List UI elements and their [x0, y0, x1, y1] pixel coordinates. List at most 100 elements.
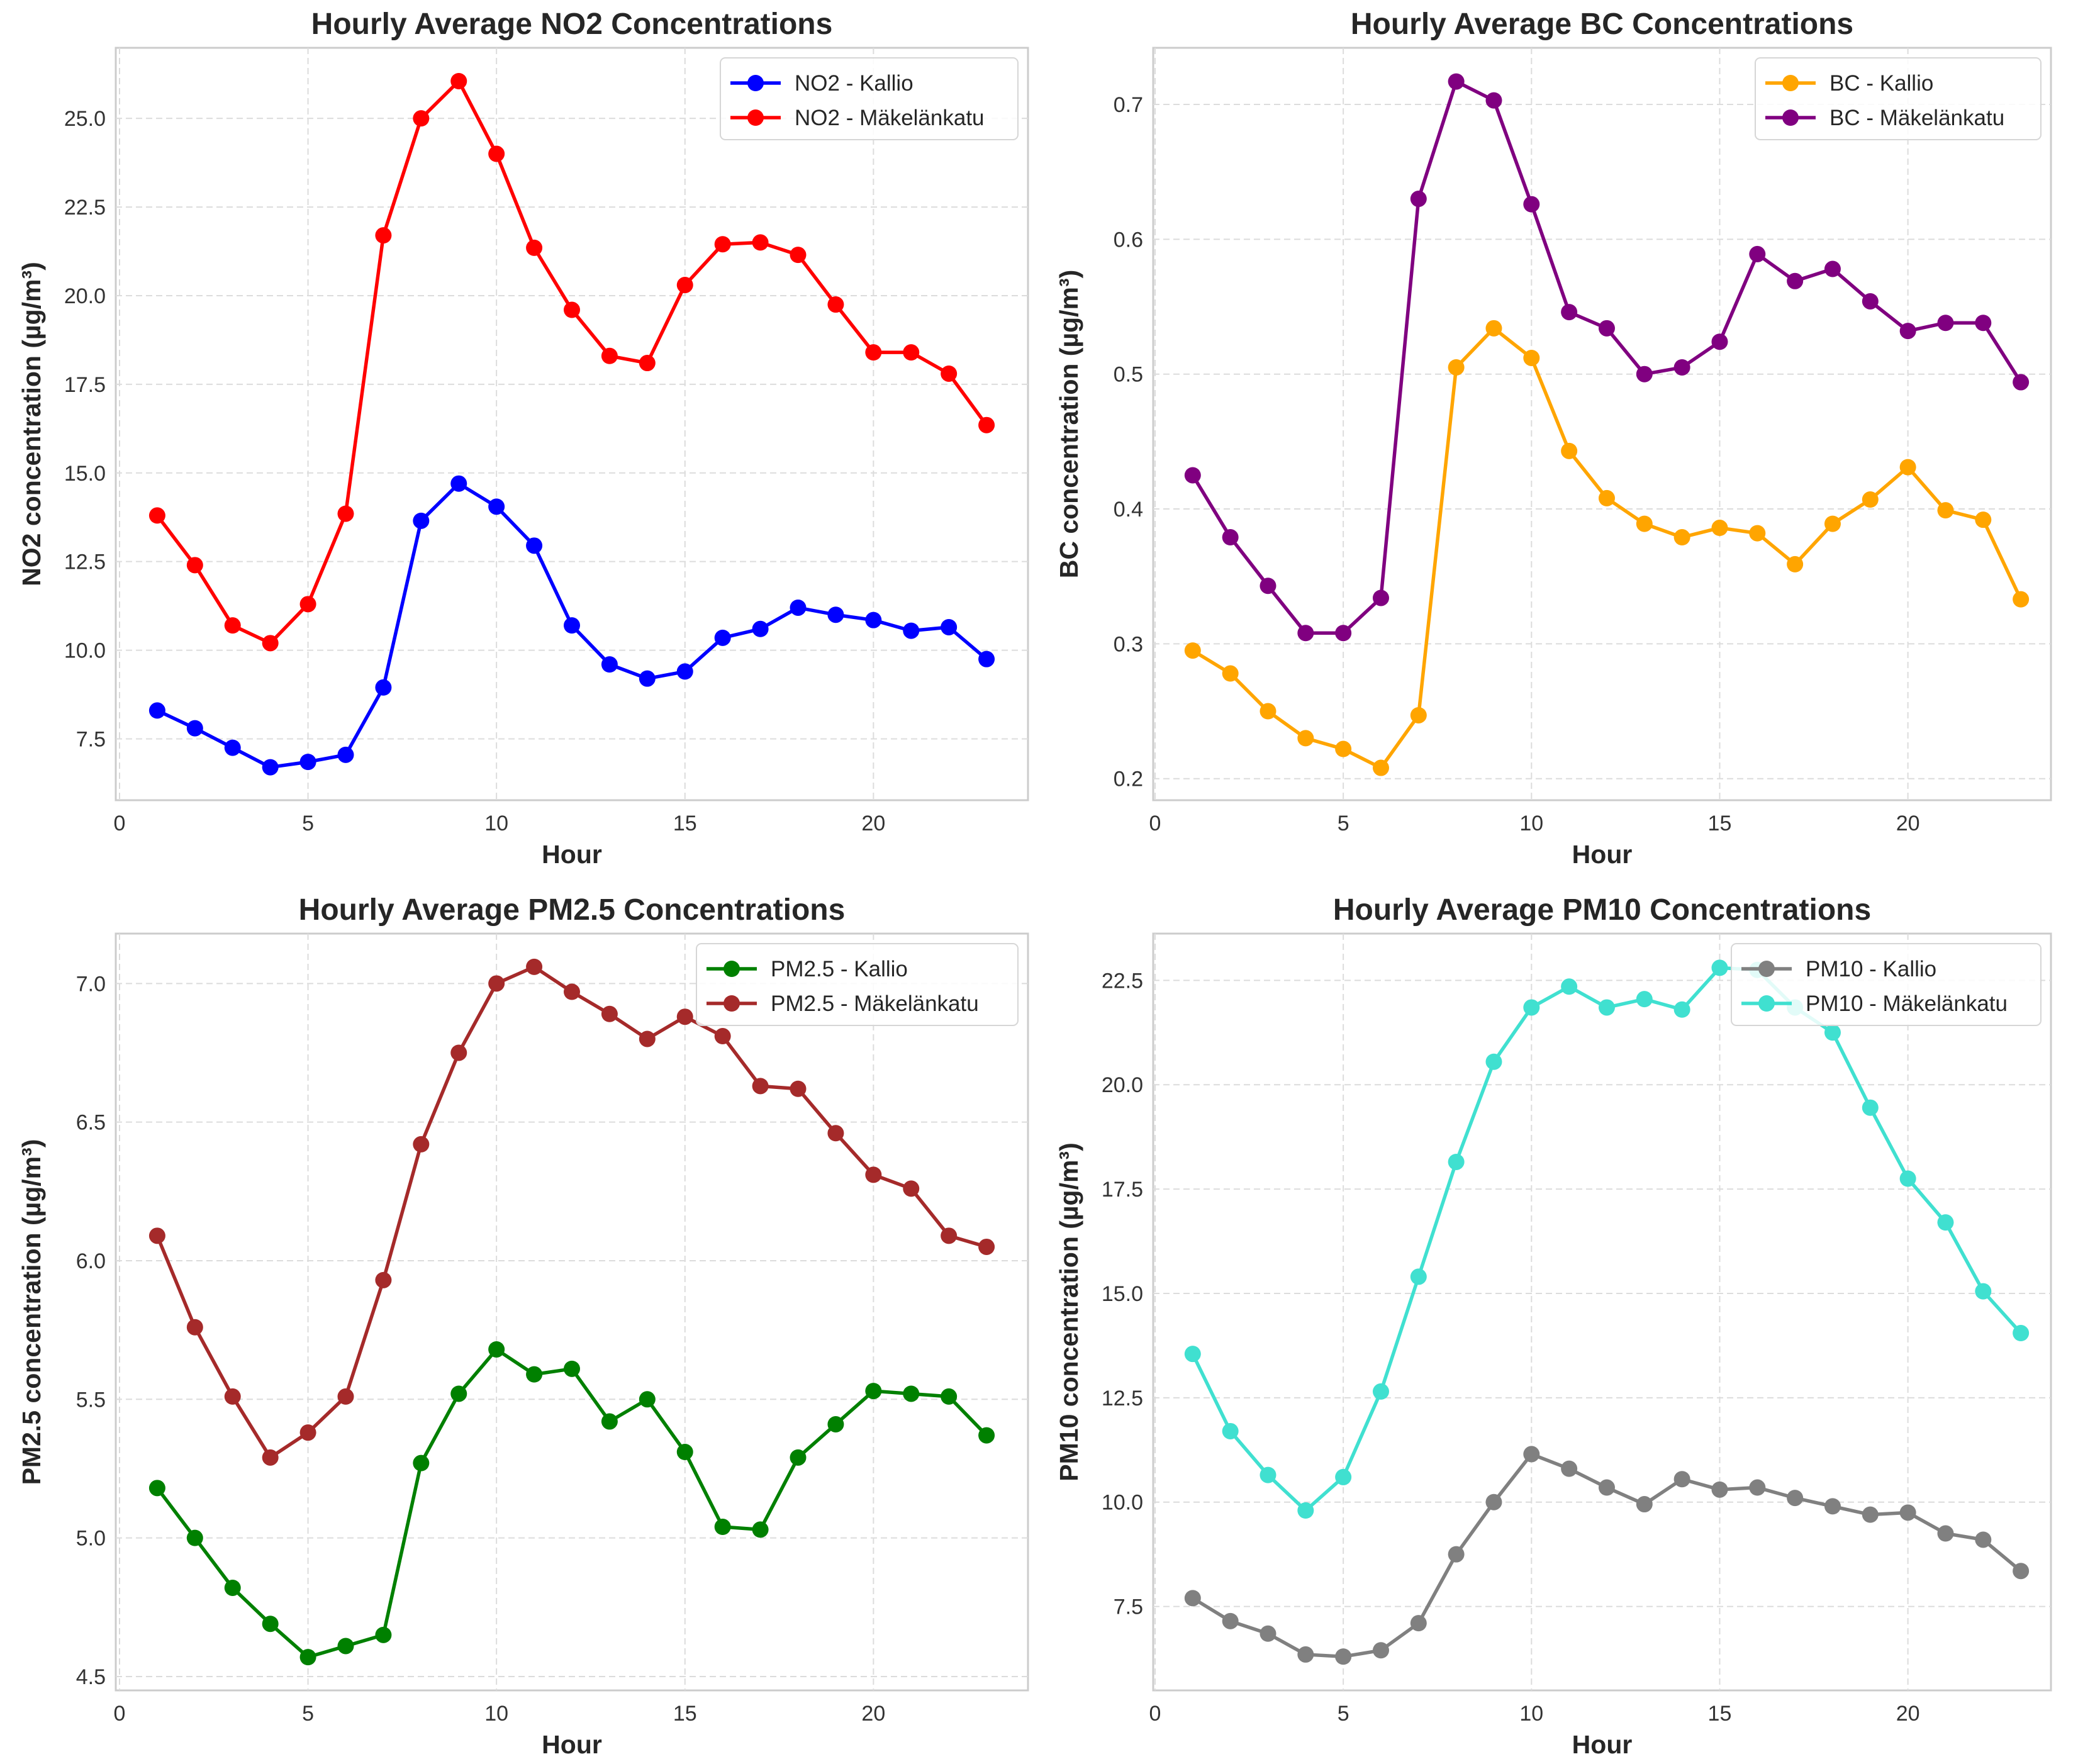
data-point — [1749, 1479, 1766, 1496]
plot-area — [115, 47, 1029, 801]
data-point — [1335, 625, 1352, 642]
data-point — [262, 759, 279, 776]
data-point — [639, 1391, 656, 1408]
data-point — [978, 416, 995, 433]
data-point — [564, 1360, 580, 1377]
y-tick-label: 5.0 — [76, 1527, 106, 1551]
legend-label: PM10 - Kallio — [1806, 957, 1936, 981]
data-point — [1636, 366, 1653, 382]
x-axis-label: Hour — [542, 1730, 602, 1759]
data-point — [639, 355, 656, 372]
data-point — [1787, 555, 1804, 572]
series-0 — [148, 1341, 995, 1666]
data-point — [827, 606, 844, 623]
data-point — [262, 1449, 279, 1466]
x-tick-label: 10 — [484, 812, 508, 835]
data-point — [224, 739, 241, 756]
chart-title: Hourly Average PM2.5 Concentrations — [299, 893, 846, 927]
y-tick-label: 15.0 — [64, 462, 106, 486]
data-point — [1561, 978, 1578, 995]
data-point — [676, 277, 693, 294]
data-point — [1410, 1268, 1427, 1285]
data-point — [1862, 293, 1879, 310]
data-point — [413, 110, 430, 127]
y-tick-label: 5.5 — [76, 1388, 106, 1412]
data-point — [1485, 92, 1502, 109]
legend: NO2 - Kallio NO2 - Mäkelänkatu — [720, 57, 1019, 140]
data-point — [299, 1424, 316, 1441]
legend: PM2.5 - Kallio PM2.5 - Mäkelänkatu — [696, 943, 1019, 1026]
data-point — [2013, 1325, 2030, 1342]
data-point — [752, 234, 769, 251]
data-point — [526, 958, 543, 975]
data-point — [978, 650, 995, 667]
data-point — [1222, 1422, 1239, 1439]
y-tick-label: 7.5 — [1114, 1595, 1143, 1619]
data-point — [978, 1427, 995, 1444]
data-point — [1372, 589, 1389, 606]
data-point — [375, 1626, 392, 1643]
data-point — [1448, 1546, 1465, 1563]
plot-area — [1152, 47, 2052, 801]
data-point — [1598, 489, 1615, 506]
y-tick-label: 22.5 — [64, 196, 106, 220]
data-point — [903, 622, 920, 639]
data-point — [2013, 591, 2030, 608]
y-tick-label: 6.0 — [76, 1249, 106, 1273]
data-point — [1711, 1481, 1728, 1498]
x-tick-label: 15 — [673, 812, 697, 835]
y-tick-label: 7.5 — [76, 727, 106, 751]
legend-box — [696, 943, 1019, 1026]
data-point — [601, 1005, 618, 1022]
x-tick-label: 10 — [1519, 1702, 1543, 1726]
data-point — [450, 475, 467, 492]
data-point — [1975, 1283, 1992, 1300]
data-point — [337, 1638, 354, 1655]
x-tick-label: 15 — [1708, 812, 1732, 835]
data-point — [148, 702, 165, 719]
data-point — [1260, 703, 1276, 720]
y-axis-label: PM10 concentration (µg/m³) — [1054, 1142, 1083, 1481]
x-tick-label: 5 — [1338, 1702, 1349, 1726]
data-point — [526, 1366, 543, 1383]
data-point — [186, 1319, 203, 1336]
data-point — [1335, 1468, 1352, 1485]
subplot-1: 0 5 10 15 20 0.2 0.3 0.4 0.5 0.6 0.7 Hourly Average… — [1054, 8, 2052, 869]
y-tick-label: 15.0 — [1102, 1282, 1143, 1306]
subplot-3: 0 5 10 15 20 7.5 10.0 12.5 15.0 17.5 20.0 22.5 Hourl… — [1054, 893, 2052, 1759]
data-point — [1297, 1502, 1314, 1519]
y-tick-label: 10.0 — [1102, 1491, 1143, 1515]
data-point — [1485, 1493, 1502, 1510]
data-point — [1523, 1446, 1540, 1463]
data-point — [941, 1227, 958, 1244]
data-point — [2013, 1563, 2030, 1580]
data-point — [564, 301, 580, 318]
data-point — [827, 1125, 844, 1142]
data-point — [1372, 1642, 1389, 1659]
x-tick-label: 0 — [1149, 1702, 1161, 1726]
data-point — [1523, 999, 1540, 1016]
data-point — [1184, 1590, 1201, 1607]
data-point — [1975, 511, 1992, 528]
data-point — [1899, 1170, 1916, 1187]
data-point — [337, 746, 354, 763]
y-tick-label: 12.5 — [64, 550, 106, 574]
y-tick-label: 4.5 — [76, 1665, 106, 1689]
data-point — [488, 975, 505, 992]
data-point — [1899, 1504, 1916, 1521]
subplot-0: 0 5 10 15 20 7.5 10.0 12.5 15.0 17.5 20.0 22.5 25.0 H… — [17, 8, 1029, 869]
legend-label: BC - Mäkelänkatu — [1829, 106, 2004, 130]
data-point — [1260, 578, 1276, 595]
data-point — [790, 1080, 807, 1097]
y-tick-label: 0.4 — [1114, 498, 1143, 522]
legend-marker — [747, 109, 764, 126]
data-point — [1937, 502, 1954, 519]
x-tick-label: 15 — [1708, 1702, 1732, 1726]
data-point — [186, 720, 203, 737]
data-point — [1222, 665, 1239, 682]
data-point — [1372, 759, 1389, 776]
series-1 — [148, 958, 995, 1466]
data-point — [714, 236, 731, 253]
series-0 — [1184, 320, 2030, 776]
data-point — [1749, 525, 1766, 542]
